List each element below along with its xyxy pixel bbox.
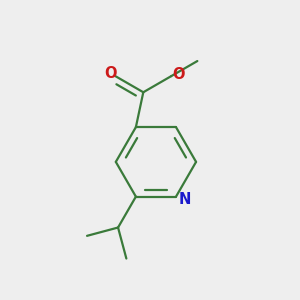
Text: O: O: [104, 66, 116, 81]
Text: O: O: [172, 67, 185, 82]
Text: N: N: [178, 192, 190, 207]
